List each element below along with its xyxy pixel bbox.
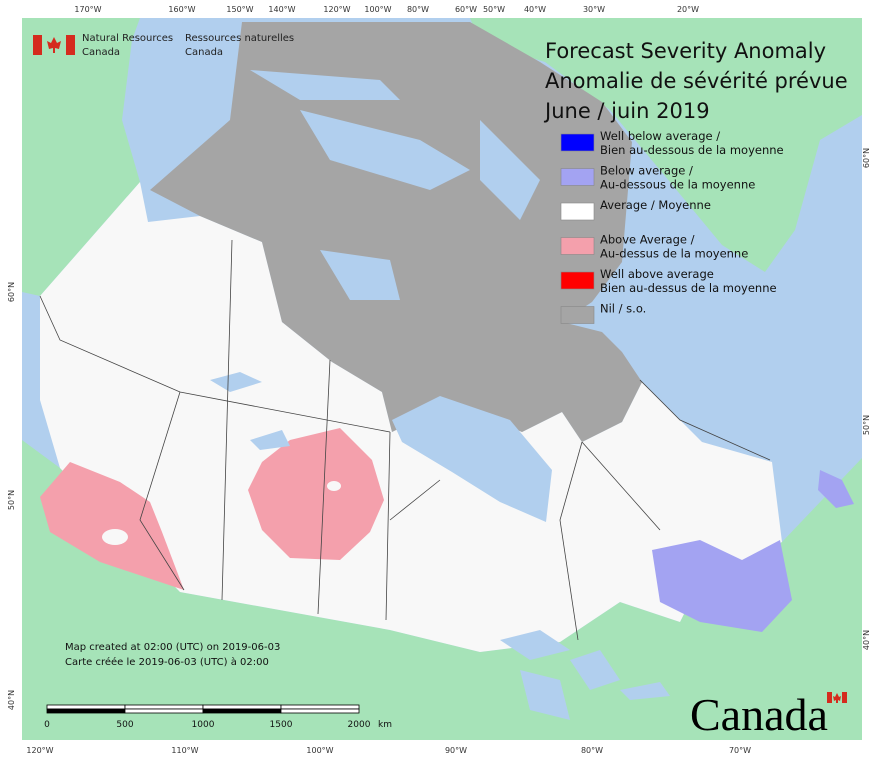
graticule-labels: 170°W 160°W 150°W 140°W 120°W 100°W 80°W 60°W 50… — [7, 5, 871, 755]
lon-label: 100°W — [364, 5, 391, 14]
scale-segment — [202, 704, 282, 710]
bc-hole — [102, 529, 128, 545]
legend-label: Bien au-dessous de la moyenne — [600, 143, 784, 157]
legend-swatch — [560, 306, 595, 324]
legend-label: Well above average — [600, 267, 714, 281]
legend-label: Nil / s.o. — [600, 302, 646, 316]
canada-land — [40, 182, 782, 652]
scale-segment — [202, 708, 282, 714]
scale-label: 500 — [116, 720, 133, 730]
east-below-average — [652, 470, 854, 632]
lon-label: 80°W — [581, 746, 603, 755]
lon-label: 40°W — [524, 5, 546, 14]
lat-label: 50°N — [7, 490, 16, 510]
lon-label: 100°W — [306, 746, 333, 755]
lon-label: 110°W — [171, 746, 198, 755]
flag-left — [33, 35, 42, 55]
lon-label: 140°W — [268, 5, 295, 14]
wordmark-group: Canada — [690, 689, 847, 740]
lon-label: 170°W — [74, 5, 101, 14]
legend-swatch — [560, 237, 595, 255]
lon-label: 20°W — [677, 5, 699, 14]
scale-label: 0 — [44, 720, 50, 730]
lon-label: 150°W — [226, 5, 253, 14]
scale-segment — [124, 708, 204, 714]
greenland — [470, 18, 862, 272]
map-frame — [22, 18, 862, 740]
usa — [22, 440, 862, 740]
wordmark: Canada — [690, 689, 828, 740]
legend-swatch — [560, 202, 595, 221]
wordmark-flag — [827, 692, 832, 703]
legend-swatch — [560, 133, 595, 152]
lon-label: 80°W — [407, 5, 429, 14]
org-fr: Ressources naturelles — [185, 33, 294, 44]
lon-label: 120°W — [26, 746, 53, 755]
flag-right — [66, 35, 75, 55]
flag-leaf — [47, 37, 61, 53]
scale-label: 2000 — [348, 720, 371, 730]
org-en: Canada — [82, 47, 120, 58]
scale-unit: km — [378, 720, 392, 730]
scale-bar: 0 500 1000 1500 2000 km — [44, 704, 392, 730]
lon-label: 120°W — [323, 5, 350, 14]
legend: Well below average /Bien au-dessous de l… — [560, 129, 784, 324]
lon-label: 60°W — [455, 5, 477, 14]
legend-swatch — [560, 271, 595, 290]
legend-label: Below average / — [600, 164, 693, 178]
arctic-channels — [250, 70, 540, 300]
subtitle: June / juin 2019 — [543, 99, 710, 123]
created-note: Map created at 02:00 (UTC) on 2019-06-03 — [65, 642, 280, 653]
lat-label: 60°N — [862, 148, 871, 168]
alaska — [22, 18, 140, 296]
org-fr: Canada — [185, 47, 223, 58]
legend-label: Au-dessus de la moyenne — [600, 247, 748, 261]
legend-swatch — [560, 168, 595, 186]
scale-segment — [280, 704, 360, 710]
scale-segment — [46, 704, 126, 710]
prairie-hole — [327, 481, 341, 491]
header: Natural Resources Canada Ressources natu… — [33, 33, 294, 58]
lon-label: 50°W — [483, 5, 505, 14]
legend-label: Above Average / — [600, 233, 695, 247]
wordmark-flag — [842, 692, 847, 703]
legend-label: Well below average / — [600, 129, 720, 143]
scale-label: 1000 — [192, 720, 215, 730]
lon-label: 160°W — [168, 5, 195, 14]
prairie-above-average — [248, 428, 384, 560]
scale-segment — [46, 708, 126, 714]
created-note: Carte créée le 2019-06-03 (UTC) à 02:00 — [65, 656, 269, 668]
province-borders — [39, 239, 771, 641]
lon-label: 90°W — [445, 746, 467, 755]
lat-label: 40°N — [862, 630, 871, 650]
org-en: Natural Resources — [82, 33, 173, 44]
scale-segment — [280, 708, 360, 714]
arctic-nil — [150, 22, 642, 442]
bc-above-average — [40, 462, 184, 590]
lat-label: 50°N — [862, 415, 871, 435]
lon-label: 30°W — [583, 5, 605, 14]
scale-label: 1500 — [270, 720, 293, 730]
title: Forecast Severity Anomaly — [545, 39, 826, 63]
wordmark-leaf — [833, 693, 841, 703]
scale-segment — [124, 704, 204, 710]
lat-label: 40°N — [7, 690, 16, 710]
legend-label: Average / Moyenne — [600, 198, 711, 212]
title: Anomalie de sévérité prévue — [545, 69, 848, 93]
legend-label: Bien au-dessus de la moyenne — [600, 281, 777, 295]
lat-label: 60°N — [7, 282, 16, 302]
legend-label: Au-dessous de la moyenne — [600, 178, 755, 192]
lon-label: 70°W — [729, 746, 751, 755]
hudson-bay — [392, 396, 552, 522]
